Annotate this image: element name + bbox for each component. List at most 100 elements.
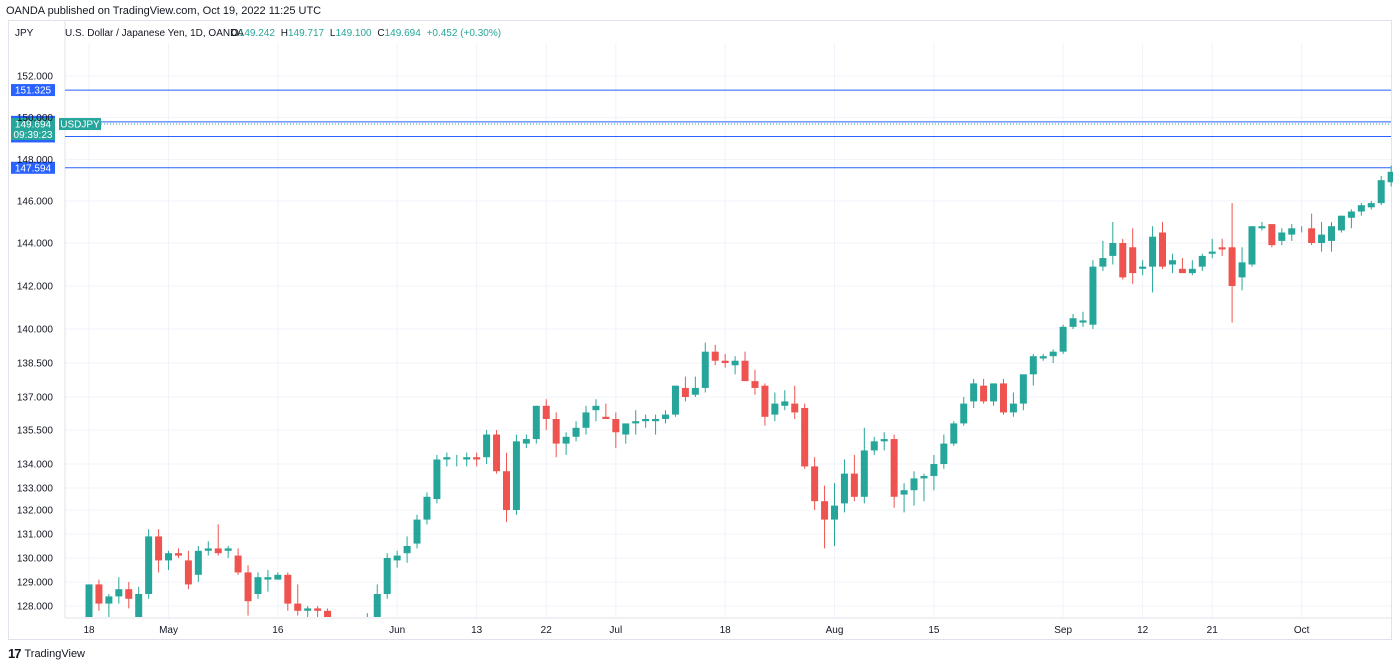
- candle[interactable]: [105, 594, 113, 617]
- candle[interactable]: [1328, 222, 1335, 252]
- candle[interactable]: [691, 376, 699, 397]
- tradingview-logo-icon[interactable]: 17: [8, 646, 22, 661]
- candle[interactable]: [1208, 238, 1216, 259]
- candle[interactable]: [1079, 311, 1087, 327]
- candle[interactable]: [612, 412, 620, 449]
- candle[interactable]: [483, 430, 491, 464]
- candle[interactable]: [1387, 165, 1393, 187]
- candle[interactable]: [324, 608, 332, 617]
- candle[interactable]: [1238, 247, 1246, 291]
- candle[interactable]: [284, 572, 292, 611]
- candle[interactable]: [741, 351, 749, 382]
- candle[interactable]: [512, 434, 520, 515]
- candle[interactable]: [1149, 226, 1157, 293]
- candle[interactable]: [165, 550, 173, 570]
- candle[interactable]: [393, 550, 401, 568]
- candle[interactable]: [681, 376, 689, 402]
- candle[interactable]: [1337, 215, 1345, 233]
- candle[interactable]: [473, 452, 481, 467]
- candle[interactable]: [1129, 228, 1137, 284]
- candle[interactable]: [1357, 203, 1365, 216]
- candle[interactable]: [1347, 209, 1355, 229]
- candle[interactable]: [403, 536, 411, 563]
- candle[interactable]: [701, 342, 709, 393]
- candle[interactable]: [145, 529, 153, 599]
- candle[interactable]: [662, 410, 670, 424]
- candle[interactable]: [314, 606, 322, 617]
- candle[interactable]: [731, 356, 739, 375]
- candle[interactable]: [214, 524, 222, 556]
- candle[interactable]: [413, 514, 421, 549]
- candle[interactable]: [493, 430, 501, 474]
- candle[interactable]: [1109, 222, 1117, 265]
- candle[interactable]: [1159, 222, 1167, 269]
- candle[interactable]: [1009, 392, 1017, 417]
- candle[interactable]: [224, 546, 232, 558]
- candle[interactable]: [930, 454, 938, 491]
- candle[interactable]: [840, 459, 848, 513]
- candle[interactable]: [155, 529, 163, 573]
- candle[interactable]: [373, 584, 381, 617]
- candle[interactable]: [860, 427, 868, 504]
- candle[interactable]: [950, 421, 958, 446]
- candle[interactable]: [671, 385, 679, 417]
- candle[interactable]: [204, 541, 212, 556]
- candle[interactable]: [1218, 238, 1226, 256]
- candle[interactable]: [264, 570, 272, 592]
- candle[interactable]: [811, 457, 819, 510]
- candle[interactable]: [1069, 313, 1077, 329]
- chart-frame[interactable]: 151.325149.799149.098147.594149.69409:39…: [8, 20, 1393, 641]
- candle[interactable]: [890, 434, 898, 508]
- candle[interactable]: [135, 586, 143, 617]
- candle[interactable]: [294, 584, 302, 616]
- candle[interactable]: [632, 410, 640, 435]
- candle[interactable]: [751, 369, 759, 395]
- candle[interactable]: [642, 414, 650, 428]
- candle[interactable]: [1139, 260, 1147, 276]
- candle[interactable]: [999, 378, 1007, 415]
- candle[interactable]: [572, 421, 580, 442]
- candle[interactable]: [1049, 349, 1057, 363]
- candle[interactable]: [1198, 253, 1206, 271]
- candle[interactable]: [1188, 260, 1196, 276]
- candle[interactable]: [652, 414, 660, 435]
- candle[interactable]: [791, 385, 799, 419]
- candle[interactable]: [95, 579, 103, 611]
- candle[interactable]: [870, 436, 878, 455]
- candle[interactable]: [423, 492, 431, 525]
- candle[interactable]: [115, 577, 123, 604]
- candle[interactable]: [552, 412, 560, 458]
- candle[interactable]: [940, 434, 948, 469]
- candle[interactable]: [1029, 353, 1037, 386]
- candle[interactable]: [990, 383, 998, 406]
- candle[interactable]: [274, 572, 282, 580]
- candle[interactable]: [1377, 176, 1385, 206]
- candle[interactable]: [980, 378, 988, 404]
- candle[interactable]: [761, 383, 769, 426]
- candle[interactable]: [1089, 260, 1097, 329]
- candle[interactable]: [1308, 213, 1316, 246]
- candle[interactable]: [582, 405, 590, 435]
- candle[interactable]: [1248, 226, 1256, 267]
- candle[interactable]: [254, 572, 262, 599]
- candle[interactable]: [622, 423, 630, 444]
- candle[interactable]: [781, 390, 789, 411]
- candle[interactable]: [1258, 222, 1266, 231]
- candle[interactable]: [970, 378, 978, 408]
- candle[interactable]: [174, 548, 182, 558]
- candle[interactable]: [542, 399, 550, 430]
- candle[interactable]: [910, 471, 918, 506]
- price-chart[interactable]: 151.325149.799149.098147.594149.69409:39…: [9, 21, 1393, 641]
- candle[interactable]: [532, 405, 540, 444]
- candle[interactable]: [880, 432, 888, 451]
- candle[interactable]: [1019, 374, 1027, 411]
- candle[interactable]: [194, 546, 202, 582]
- candle[interactable]: [920, 473, 928, 502]
- candle[interactable]: [522, 434, 530, 449]
- candle[interactable]: [801, 403, 809, 469]
- candle[interactable]: [85, 584, 93, 617]
- candle[interactable]: [960, 397, 968, 426]
- candle[interactable]: [433, 454, 441, 504]
- candle[interactable]: [1288, 224, 1296, 241]
- candle[interactable]: [383, 553, 391, 599]
